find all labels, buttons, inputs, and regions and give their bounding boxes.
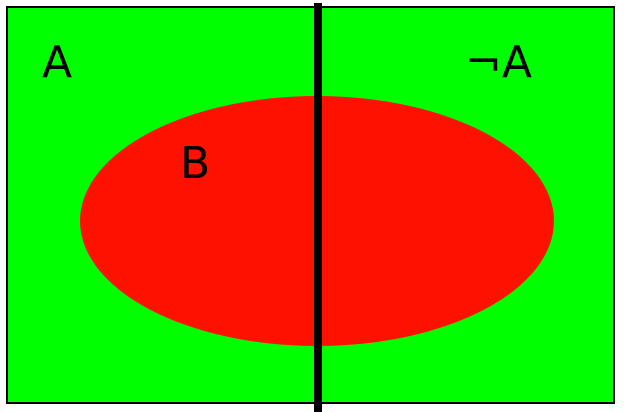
label-a: A [42, 37, 72, 88]
label-b: B [180, 138, 210, 189]
label-not-a: ¬A [465, 37, 532, 88]
